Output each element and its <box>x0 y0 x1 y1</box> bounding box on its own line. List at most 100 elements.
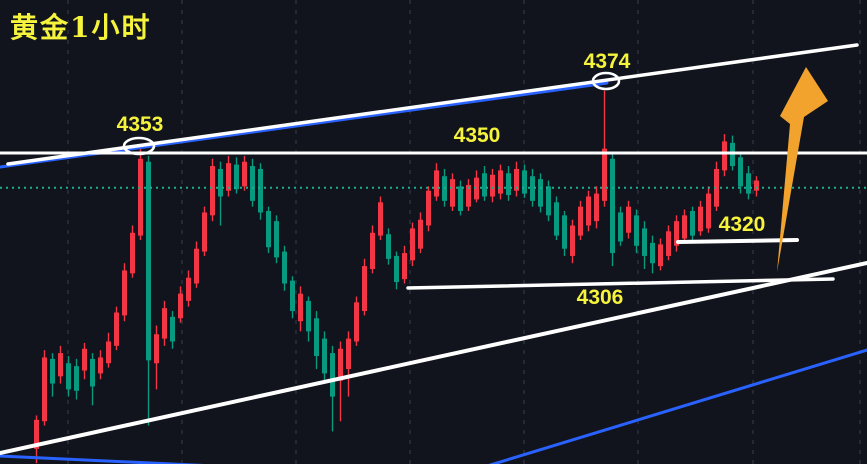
candle-bull <box>626 206 631 233</box>
candle-bear <box>74 366 79 391</box>
candle-bull <box>682 215 687 239</box>
candle-bear <box>690 211 695 236</box>
candle-bull <box>114 312 119 346</box>
candle-bull <box>666 231 671 256</box>
candle-bull <box>594 193 599 222</box>
candle-bull <box>490 174 495 197</box>
candle-bear <box>330 353 335 397</box>
price-level-label-4306: 4306 <box>576 286 624 309</box>
candle-bear <box>282 251 287 284</box>
candle-bear <box>746 173 751 194</box>
candle-bull <box>34 419 39 449</box>
candle-bull <box>138 158 143 236</box>
price-level-label-4374: 4374 <box>583 50 631 73</box>
candle-bear <box>482 173 487 197</box>
candle-bull <box>698 206 703 232</box>
candle-bear <box>258 168 263 213</box>
candle-bear <box>50 358 55 384</box>
candle-bear <box>266 211 271 248</box>
candle-bull <box>434 170 439 197</box>
candle-bull <box>106 341 111 364</box>
candle-bull <box>242 161 247 187</box>
candle-bull <box>402 253 407 280</box>
candle-bull <box>162 308 167 339</box>
price-level-label-4320: 4320 <box>718 213 766 236</box>
candle-bull <box>754 180 759 191</box>
candle-bull <box>58 353 63 377</box>
white-support-long <box>0 261 867 455</box>
candle-bear <box>530 176 535 201</box>
candle-bull <box>202 212 207 252</box>
blue-lower-left-segment <box>0 454 205 464</box>
candle-bull <box>42 357 47 422</box>
white-line-4306 <box>406 277 835 290</box>
candle-bull <box>410 228 415 261</box>
candle-bear <box>146 161 151 361</box>
candle-bull <box>338 348 343 381</box>
candle-bull <box>714 168 719 207</box>
candle-bear <box>274 221 279 258</box>
candle-bear <box>538 179 543 207</box>
candle-bull <box>226 163 231 191</box>
candle-bull <box>418 219 423 249</box>
candle-bear <box>386 234 391 259</box>
candle-bear <box>618 212 623 242</box>
candle-bull <box>154 334 159 364</box>
chart-title: 黄金1小时 <box>10 11 152 44</box>
candle-bull <box>378 202 383 236</box>
price-level-label-4353: 4353 <box>116 113 164 136</box>
candle-bear <box>610 158 615 254</box>
candle-bear <box>546 186 551 216</box>
up-arrow-annotation <box>777 67 828 272</box>
price-level-label-4350: 4350 <box>453 124 501 147</box>
candle-bull <box>674 221 679 246</box>
candle-bear <box>562 215 567 249</box>
candle-bear <box>642 228 647 256</box>
candle-bull <box>514 168 519 191</box>
candle-bear <box>66 363 71 390</box>
white-channel-top <box>6 43 859 166</box>
peak-4374-circle-annotation <box>591 71 621 91</box>
candle-bear <box>554 202 559 236</box>
candle-bull <box>194 248 199 284</box>
candle-bull <box>498 170 503 194</box>
candle-bull <box>130 232 135 274</box>
candle-bear <box>314 318 319 356</box>
candle-bear <box>234 164 239 190</box>
candle-bull <box>82 348 87 371</box>
white-line-4320 <box>676 238 799 244</box>
candle-bear <box>634 215 639 246</box>
candle-bull <box>722 141 727 171</box>
candle-bull <box>354 302 359 342</box>
candle-bear <box>394 255 399 283</box>
candle-bull <box>178 293 183 319</box>
candle-bear <box>522 170 527 194</box>
candle-bull <box>474 177 479 200</box>
candle-bear <box>738 157 743 187</box>
candle-bear <box>250 166 255 201</box>
candle-bull <box>362 266 367 312</box>
candle-bull <box>370 232 375 269</box>
candle-bull <box>122 270 127 316</box>
candle-bear <box>170 316 175 342</box>
candle-bear <box>306 300 311 332</box>
candle-bull <box>578 206 583 236</box>
candle-bull <box>706 193 711 229</box>
candle-bull <box>210 166 215 216</box>
candle-bull <box>98 357 103 374</box>
candle-bull <box>298 293 303 322</box>
candle-bull <box>186 277 191 301</box>
peak-4353-circle-annotation <box>122 136 156 156</box>
candle-bear <box>218 168 223 197</box>
candle-bear <box>458 186 463 211</box>
candle-bull <box>586 196 591 226</box>
candle-bear <box>506 173 511 196</box>
candle-bull <box>450 179 455 207</box>
candle-bull <box>466 184 471 207</box>
candle-bear <box>322 338 327 374</box>
candle-bear <box>650 242 655 264</box>
candle-bull <box>346 338 351 370</box>
candle-bull <box>426 190 431 226</box>
blue-lower-right-trendline <box>488 348 867 464</box>
